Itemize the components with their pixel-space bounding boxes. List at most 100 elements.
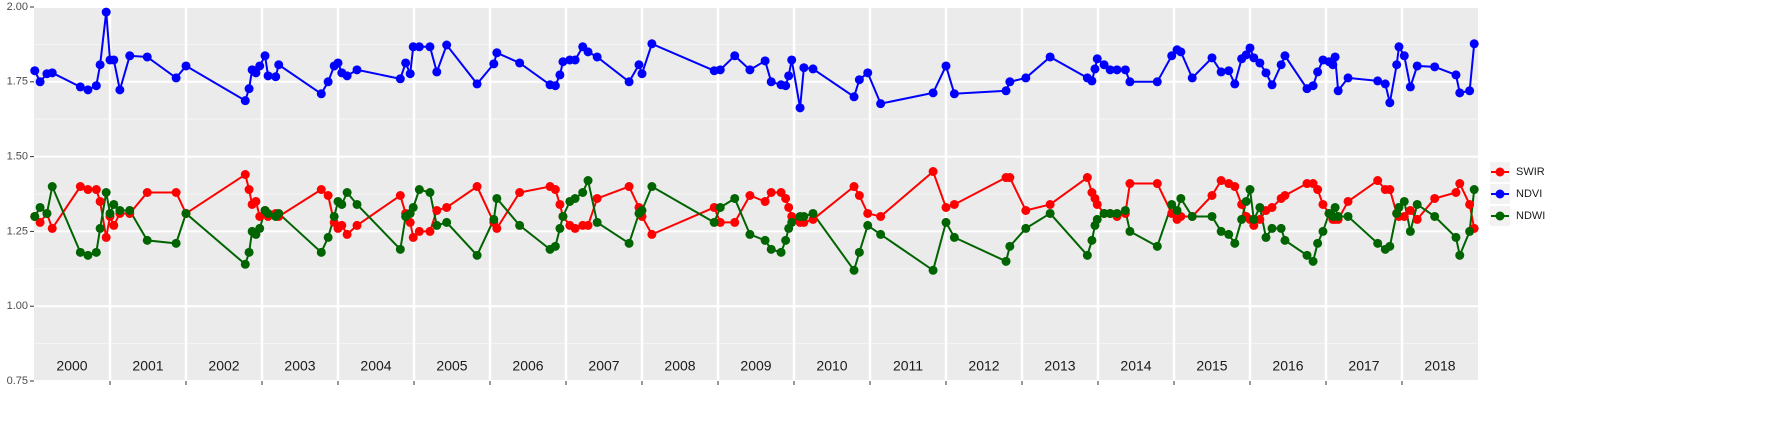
point [799,63,809,73]
point [1394,42,1404,52]
point [876,99,886,109]
point [550,185,560,195]
point [1280,235,1290,245]
point [171,73,181,83]
point [941,217,951,227]
point [1092,214,1102,224]
point [583,47,593,57]
point [849,92,859,102]
point [1412,61,1422,71]
point [1092,199,1102,209]
point [863,68,873,78]
point [1187,73,1197,83]
point [1152,77,1162,87]
point [255,61,265,71]
point [583,220,593,230]
point [75,82,85,92]
point [592,193,602,203]
point [30,66,40,76]
point [1261,68,1271,78]
point [1412,199,1422,209]
point [592,217,602,227]
point [352,220,362,230]
point [637,69,647,79]
point [1105,208,1115,218]
point [263,71,273,81]
point [492,223,502,233]
point [489,59,499,69]
point [787,55,797,65]
point [109,199,119,209]
point [244,247,254,257]
point [472,250,482,260]
point [1373,76,1383,86]
point [255,211,265,221]
point [787,217,797,227]
legend-label: NDWI [1516,210,1545,222]
point [863,208,873,218]
point [776,247,786,257]
point [766,188,776,198]
y-tick-label: 1.00 [7,300,28,312]
point [274,208,284,218]
point [949,232,959,242]
point [240,259,250,269]
point [342,71,352,81]
point [1455,250,1465,260]
point [1230,182,1240,192]
point [109,220,119,230]
point [1176,193,1186,203]
point [260,51,270,61]
point [47,68,57,78]
point [240,96,250,106]
point [395,244,405,254]
point [1455,88,1465,98]
point [1267,80,1277,90]
point [244,84,254,94]
point [1001,86,1011,96]
point [1302,250,1312,260]
point [715,202,725,212]
point [333,58,343,68]
point [555,70,565,80]
point [583,176,593,186]
point [432,67,442,77]
point [1120,205,1130,215]
point [808,64,818,74]
point [142,235,152,245]
point [337,220,347,230]
point [1385,98,1395,108]
point [352,65,362,75]
point [408,232,418,242]
point [1394,202,1404,212]
point [1392,60,1402,70]
point [1469,185,1479,195]
point [115,205,125,215]
point [730,193,740,203]
point [1249,53,1259,63]
point [251,196,261,206]
point [928,265,938,275]
point [316,89,326,99]
point [1318,226,1328,236]
point [781,193,791,203]
year-label: 2017 [1348,358,1379,374]
point [647,39,657,49]
point [1237,214,1247,224]
point [47,182,57,192]
legend-point [1495,189,1505,199]
year-label: 2006 [512,358,543,374]
point [274,60,284,70]
year-label: 2015 [1196,358,1227,374]
point [1255,58,1265,68]
point [1224,66,1234,76]
point [1343,196,1353,206]
point [1152,179,1162,189]
year-label: 2002 [208,358,239,374]
point [492,48,502,58]
point [1125,179,1135,189]
point [515,188,525,198]
point [1280,51,1290,61]
point [342,188,352,198]
